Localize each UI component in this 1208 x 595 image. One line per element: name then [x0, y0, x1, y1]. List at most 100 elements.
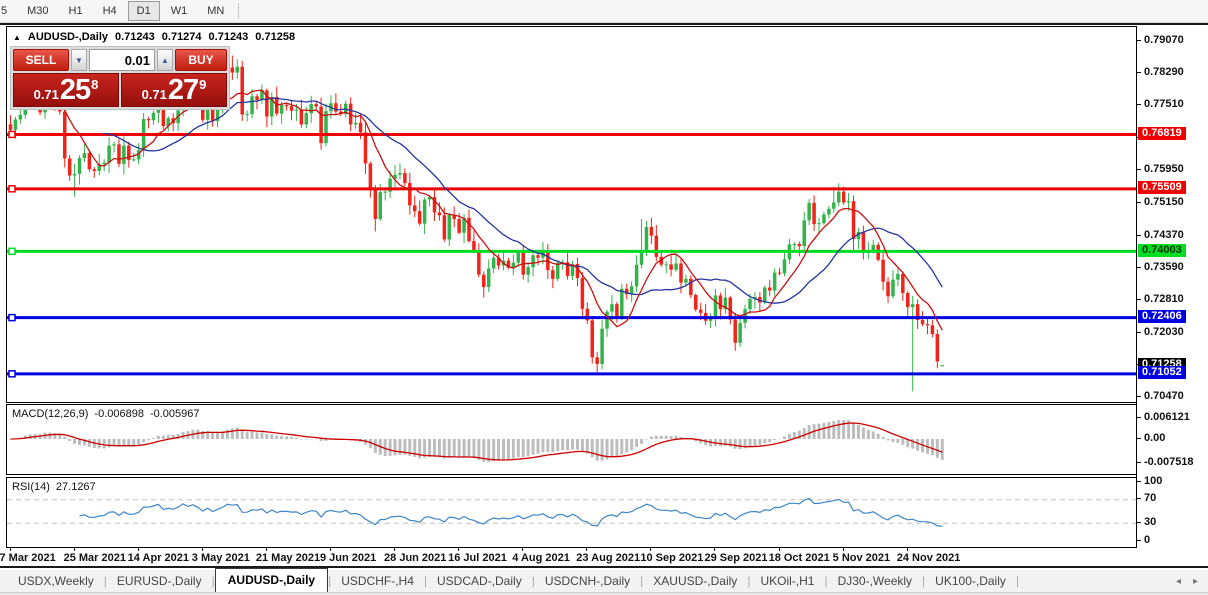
price-level-badge: 0.75509 [1138, 181, 1186, 195]
time-axis-tick [394, 548, 396, 551]
horizontal-level-lines[interactable] [7, 130, 1136, 378]
time-axis-tick [201, 548, 203, 551]
chart-tab-usdcad-daily[interactable]: USDCAD-,Daily [437, 574, 522, 588]
time-axis-tick [9, 548, 11, 551]
time-axis-label: 29 Sep 2021 [704, 552, 768, 564]
tabs-scroll-right-icon[interactable]: ▸ [1192, 576, 1198, 587]
time-axis-label: 10 Sep 2021 [640, 552, 704, 564]
time-axis-label: 16 Jul 2021 [448, 552, 507, 564]
chevron-down-icon: ▼ [75, 55, 83, 65]
time-axis-label: 28 Jun 2021 [384, 552, 447, 564]
timeframe-toolbar: 5 M30 H1 H4 D1 W1 MN [0, 0, 1208, 23]
time-axis-tick [842, 548, 844, 551]
ohlc-high: 0.71274 [161, 31, 202, 43]
timeframe-button-mn[interactable]: MN [207, 5, 225, 17]
time-axis-tick [586, 548, 588, 551]
price-level-badge: 0.74003 [1138, 243, 1186, 257]
time-axis-tick [265, 548, 267, 551]
one-click-trading-widget: SELL ▼ 0.01 ▲ BUY 0.71 25 8 0.71 27 9 [10, 46, 230, 110]
time-axis-tick [329, 548, 331, 551]
tab-separator: | [922, 574, 926, 588]
tab-scroll-arrows: ◂ ▸ [1176, 576, 1198, 587]
sell-button[interactable]: SELL [13, 49, 69, 71]
chart-tab-usdcnh-daily[interactable]: USDCNH-,Daily [544, 574, 631, 588]
volume-decrease-button[interactable]: ▼ [71, 49, 87, 71]
ohlc-low: 0.71243 [208, 31, 249, 43]
time-axis-label: 4 Aug 2021 [512, 552, 570, 564]
chart-title: ▲ AUDUSD-,Daily 0.71243 0.71274 0.71243 … [13, 31, 295, 43]
time-axis-label: 7 Mar 2021 [0, 552, 56, 564]
chart-tab-uk100-daily[interactable]: UK100-,Daily [935, 574, 1006, 588]
price-level-badge: 0.71052 [1138, 366, 1186, 380]
timeframe-button-w1[interactable]: W1 [170, 5, 188, 17]
time-axis-label: 21 May 2021 [255, 552, 321, 564]
chart-tab-bar: USDX,Weekly | EURUSD-,Daily | AUDUSD-,Daily |… [0, 568, 1208, 593]
bid-price-panel[interactable]: 0.71 25 8 [13, 73, 119, 107]
tab-separator: | [423, 574, 428, 588]
buy-button[interactable]: BUY [175, 49, 227, 71]
toolbar-separator [238, 3, 240, 19]
time-axis-label: 9 Jun 2021 [319, 552, 377, 564]
ask-big-digits: 27 [167, 74, 199, 106]
time-axis-label: 14 Apr 2021 [127, 552, 190, 564]
rsi-name: RSI(14) [12, 481, 50, 493]
tab-separator: | [531, 574, 535, 588]
time-axis-label: 24 Nov 2021 [896, 552, 961, 564]
time-axis-label: 25 Mar 2021 [63, 552, 126, 564]
tab-separator: | [1015, 574, 1019, 588]
macd-signal-value: -0.005967 [149, 408, 200, 420]
chart-tab-xauusd-daily[interactable]: XAUUSD-,Daily [653, 574, 738, 588]
tab-separator: | [640, 574, 644, 588]
chart-tab-audusd-daily[interactable]: AUDUSD-,Daily [214, 568, 329, 592]
time-axis-tick [137, 548, 139, 551]
tab-separator: | [211, 574, 215, 588]
ask-prefix: 0.71 [141, 87, 167, 102]
timeframe-button-m30[interactable]: M30 [27, 5, 49, 17]
macd-indicator-panel: MACD(12,26,9) -0.006898 -0.005967 [6, 404, 1137, 475]
volume-increase-button[interactable]: ▲ [157, 49, 173, 71]
price-chart-panel: ▲ AUDUSD-,Daily 0.71243 0.71274 0.71243 … [6, 26, 1137, 403]
bid-sup-digit: 8 [91, 77, 99, 92]
macd-canvas[interactable] [7, 405, 1136, 474]
time-axis-tick [714, 548, 716, 551]
chart-tab-dj30-weekly[interactable]: DJ30-,Weekly [837, 574, 913, 588]
timeframe-button-h4[interactable]: H4 [102, 5, 117, 17]
price-axis[interactable]: 0.790700.782900.775100.767300.759500.751… [1136, 26, 1208, 548]
macd-name: MACD(12,26,9) [12, 408, 89, 420]
ohlc-open: 0.71243 [115, 31, 155, 43]
rsi-canvas[interactable] [7, 478, 1136, 547]
rsi-readout: RSI(14) 27.1267 [12, 481, 96, 493]
bid-big-digits: 25 [59, 74, 91, 106]
tabs-scroll-left-icon[interactable]: ◂ [1175, 576, 1181, 587]
tab-separator: | [328, 574, 332, 588]
chart-tab-usdchf-h4[interactable]: USDCHF-,H4 [341, 574, 414, 588]
time-axis[interactable]: 7 Mar 2021 25 Mar 2021 14 Apr 2021 3 May 20… [0, 548, 1208, 568]
time-axis-tick [778, 548, 780, 551]
chart-symbol: AUDUSD-,Daily [27, 31, 108, 43]
ask-price-panel[interactable]: 0.71 27 9 [121, 73, 227, 107]
timeframe-button-5[interactable]: 5 [1, 5, 8, 17]
tab-separator: | [103, 574, 107, 588]
time-axis-tick [73, 548, 75, 551]
tab-separator: | [747, 574, 751, 588]
volume-input[interactable]: 0.01 [89, 49, 155, 71]
chart-window: ▲ AUDUSD-,Daily 0.71243 0.71274 0.71243 … [0, 25, 1208, 595]
time-axis-label: 5 Nov 2021 [832, 552, 891, 564]
time-axis-label: 3 May 2021 [191, 552, 250, 564]
chevron-up-icon: ▲ [161, 55, 169, 65]
chart-tab-usdx-weekly[interactable]: USDX,Weekly [18, 574, 94, 588]
timeframe-button-d1[interactable]: D1 [127, 1, 160, 21]
macd-histogram [9, 420, 944, 463]
price-level-badge: 0.76819 [1138, 126, 1186, 140]
chart-tab-eurusd-daily[interactable]: EURUSD-,Daily [116, 574, 202, 588]
rsi-indicator-panel: RSI(14) 27.1267 [6, 477, 1137, 548]
collapse-triangle-icon[interactable]: ▲ [13, 32, 21, 42]
bid-prefix: 0.71 [33, 87, 59, 102]
ohlc-close: 0.71258 [255, 31, 296, 43]
time-axis-label: 23 Aug 2021 [576, 552, 641, 564]
tab-separator: | [824, 574, 828, 588]
price-level-badge: 0.72406 [1138, 310, 1186, 324]
timeframe-button-h1[interactable]: H1 [68, 5, 83, 17]
chart-tab-ukoil-h1[interactable]: UKOil-,H1 [760, 574, 815, 588]
